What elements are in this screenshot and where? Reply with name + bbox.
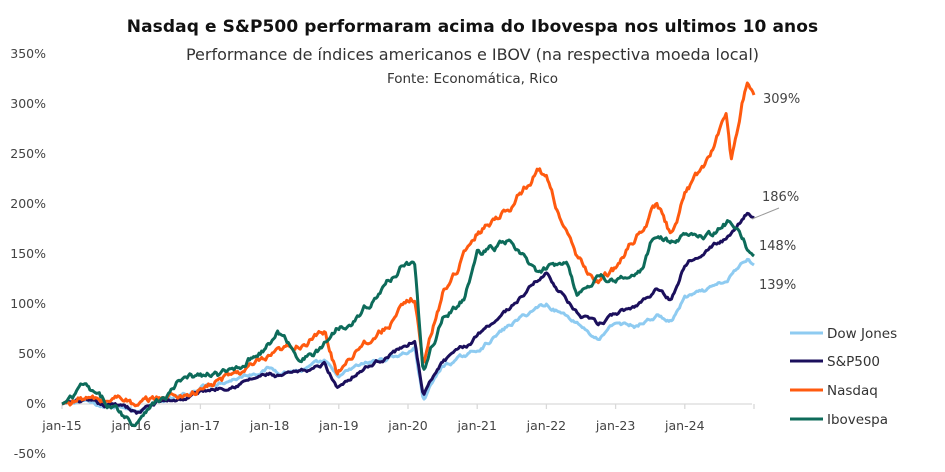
x-tick-label: jan-19	[318, 418, 359, 433]
end-value-label: 186%	[762, 190, 799, 205]
legend-label: S&P500	[827, 354, 880, 370]
x-tick-label: jan-23	[595, 418, 635, 433]
y-tick-label: 250%	[10, 146, 46, 161]
x-tick-label: jan-24	[664, 418, 705, 433]
chart-title: Nasdaq e S&P500 performaram acima do Ibo…	[126, 17, 819, 37]
end-value-label: 309%	[763, 92, 800, 107]
series-line-nasdaq	[61, 81, 756, 408]
legend-item: Ibovespa	[790, 412, 888, 428]
y-tick-label: 300%	[10, 96, 46, 111]
end-value-label: 139%	[759, 278, 796, 293]
x-axis: jan-15 jan-16 jan-17 jan-18 jan-19 jan-20 jan-…	[41, 403, 755, 433]
end-value-label: 148%	[759, 239, 796, 254]
legend-item: Dow Jones	[790, 326, 897, 342]
legend: Dow Jones S&P500 Nasdaq Ibovespa	[790, 326, 897, 428]
x-tick-label: jan-15	[41, 418, 81, 433]
legend-item: S&P500	[790, 354, 880, 370]
x-tick-label: jan-17	[180, 418, 220, 433]
chart-source: Fonte: Economática, Rico	[386, 71, 559, 87]
chart-subtitle: Performance de índices americanos e IBOV…	[185, 45, 760, 64]
y-tick-label: 100%	[10, 296, 46, 311]
series-line-dow-jones	[61, 257, 755, 415]
legend-item: Nasdaq	[790, 383, 878, 399]
y-tick-label: 200%	[10, 196, 46, 211]
y-tick-label: -50%	[14, 446, 46, 461]
legend-label: Nasdaq	[827, 383, 878, 399]
series-line-s-p500	[61, 211, 755, 415]
y-tick-label: 150%	[10, 246, 46, 261]
x-tick-label: jan-18	[249, 418, 290, 433]
x-tick-label: jan-21	[456, 418, 496, 433]
leader-line	[751, 207, 780, 220]
x-tick-label: jan-22	[526, 418, 566, 433]
series-line-ibovespa	[61, 219, 755, 428]
y-tick-label: 50%	[18, 346, 46, 361]
x-tick-label: jan-20	[387, 418, 428, 433]
y-tick-label: 350%	[10, 46, 46, 61]
y-axis-ticks: 350% 300% 250% 200% 150% 100% 50% 0% -50%	[10, 46, 46, 461]
series-layer	[61, 81, 756, 428]
y-tick-label: 0%	[26, 396, 46, 411]
end-labels: 309% 186% 148% 139%	[751, 92, 800, 293]
legend-label: Dow Jones	[827, 326, 897, 342]
legend-label: Ibovespa	[827, 412, 888, 428]
